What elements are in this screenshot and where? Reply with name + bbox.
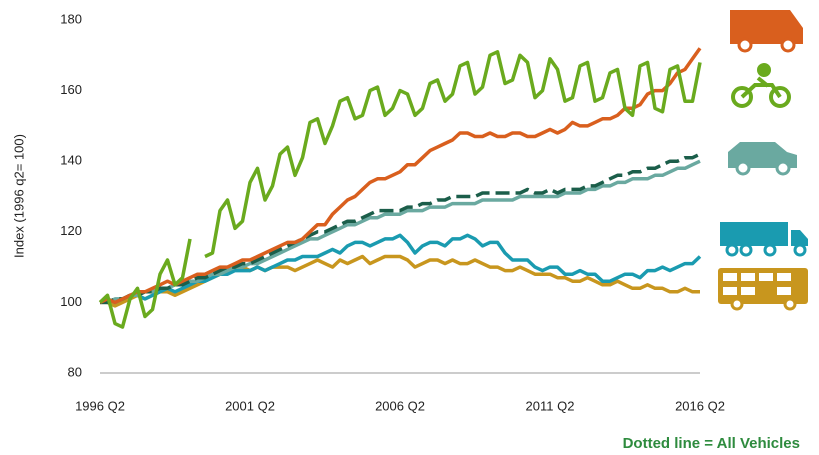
series-line [100,152,701,305]
x-tick-label: 2016 Q2 [675,398,725,413]
truck-icon [720,222,808,257]
y-tick-label: 160 [60,82,82,97]
series-line [100,159,701,305]
bus-icon [718,268,808,311]
y-tick-label: 80 [68,364,82,379]
y-tick-label: 100 [60,294,82,309]
y-tick-label: 180 [60,11,82,26]
y-tick-label: 140 [60,153,82,168]
x-tick-label: 2001 Q2 [225,398,275,413]
y-tick-label: 120 [60,223,82,238]
car-icon [728,142,797,176]
motorcycle-icon [731,63,791,108]
series-line [100,254,700,308]
note: Dotted line = All Vehicles [623,435,800,452]
van-icon [730,10,803,53]
x-tick-label: 1996 Q2 [75,398,125,413]
series-line [98,50,702,329]
x-tick-label: 2006 Q2 [375,398,425,413]
x-tick-label: 2011 Q2 [526,398,575,413]
y-axis-label: Index (1996 q2= 100) [11,134,26,258]
series-line [99,47,702,305]
